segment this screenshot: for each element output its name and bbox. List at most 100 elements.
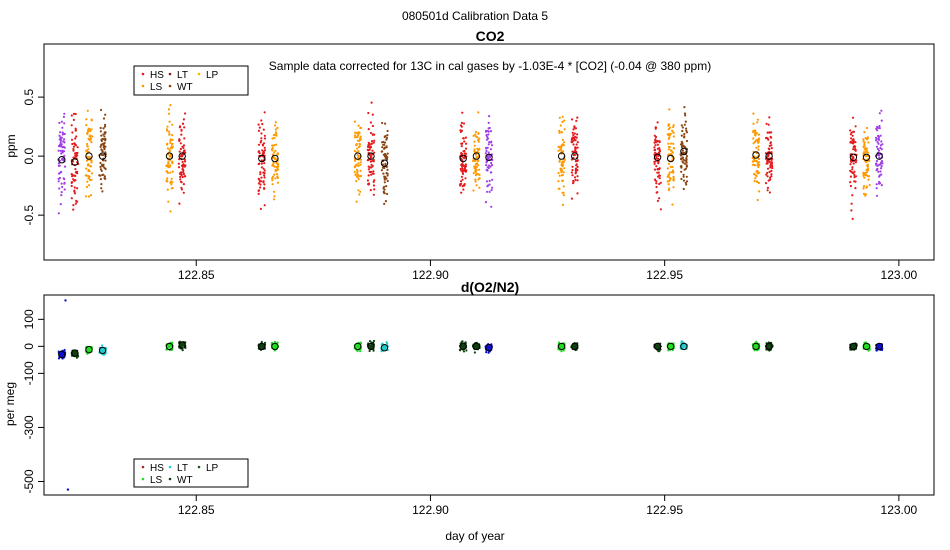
- legend-LT-marker: [168, 72, 172, 76]
- co2-sample-point: [367, 174, 370, 177]
- co2-sample-point: [489, 171, 492, 174]
- co2-sample-point: [671, 151, 674, 154]
- co2-sample-point: [168, 132, 171, 135]
- co2-sample-point: [89, 194, 93, 197]
- co2-sample-point: [670, 142, 673, 145]
- co2-sample-point: [875, 169, 878, 172]
- co2-sample-point: [381, 146, 384, 149]
- co2-sample-point: [356, 134, 360, 137]
- co2-sample-point: [472, 159, 475, 162]
- co2-sample-point: [671, 203, 674, 206]
- co2-sample-point: [658, 182, 661, 186]
- co2-sample-point: [769, 135, 772, 138]
- co2-sample-point: [868, 159, 871, 162]
- co2-sample-point: [560, 146, 563, 149]
- o2-group-mean-marker: [271, 342, 279, 351]
- co2-sample-point: [478, 186, 481, 189]
- legend-LP-marker: [197, 72, 201, 76]
- o2-group-mean-marker: [653, 342, 662, 351]
- co2-sample-point: [560, 131, 563, 134]
- co2-sample-point: [383, 181, 386, 184]
- co2-sample-point: [875, 194, 879, 197]
- co2-sample-point: [489, 130, 493, 133]
- o2-sample-point: [276, 341, 279, 344]
- co2-sample-point: [575, 119, 578, 122]
- co2-sample-point: [766, 186, 770, 189]
- co2-sample-point: [683, 135, 686, 138]
- co2-sample-point: [168, 155, 171, 158]
- co2-sample-point: [72, 112, 76, 115]
- co2-sample-point: [477, 164, 480, 167]
- co2-sample-point: [369, 145, 372, 148]
- co2-sample-point: [370, 166, 373, 169]
- co2-sample-point: [653, 178, 657, 181]
- co2-sample-point: [477, 159, 480, 163]
- co2-sample-point: [854, 125, 857, 128]
- co2-sample-point: [182, 163, 185, 166]
- co2-sample-point: [681, 149, 685, 152]
- co2-sample-point: [865, 171, 869, 174]
- co2-sample-point: [574, 160, 578, 163]
- co2-sample-point: [573, 132, 576, 135]
- co2-sample-point: [771, 166, 774, 170]
- co2-sample-point: [672, 125, 675, 129]
- co2-sample-point: [366, 159, 369, 162]
- co2-sample-point: [102, 144, 105, 147]
- co2-sample-point: [386, 192, 389, 196]
- co2-sample-point: [863, 176, 866, 179]
- co2-sample-point: [367, 128, 370, 131]
- o2-group-mean-marker: [71, 349, 79, 357]
- co2-sample-point: [87, 163, 90, 166]
- o2-group-mean-marker: [85, 345, 93, 354]
- co2-sample-point: [62, 150, 66, 153]
- o2-ytick-label: -500: [22, 469, 36, 493]
- co2-group-mean-marker: [571, 152, 579, 160]
- co2-sample-point: [685, 175, 688, 178]
- co2-sample-point: [182, 118, 185, 121]
- co2-sample-point: [672, 135, 675, 138]
- o2-sample-point: [372, 339, 376, 343]
- co2-sample-point: [473, 144, 476, 147]
- co2-sample-point: [472, 172, 475, 175]
- co2-sample-point: [86, 145, 89, 148]
- co2-sample-point: [561, 174, 564, 177]
- co2-sample-point: [681, 160, 684, 163]
- co2-sample-point: [880, 167, 883, 170]
- o2-sample-point: [356, 345, 359, 348]
- co2-group-mean-marker: [85, 152, 93, 160]
- legend-LS-marker: [141, 84, 145, 88]
- o2-ytick-label: -100: [22, 361, 36, 385]
- co2-sample-point: [257, 182, 260, 185]
- co2-sample-point: [460, 142, 463, 145]
- co2-sample-point: [382, 187, 385, 190]
- co2-sample-point: [260, 176, 263, 179]
- co2-sample-point: [866, 167, 870, 170]
- co2-sample-point: [756, 198, 759, 202]
- co2-sample-point: [671, 165, 674, 169]
- co2-sample-point: [70, 173, 73, 176]
- co2-sample-point: [258, 152, 261, 155]
- co2-sample-point: [100, 183, 103, 186]
- co2-sample-point: [854, 187, 857, 190]
- co2-sample-point: [572, 134, 575, 137]
- co2-sample-point: [669, 165, 673, 168]
- co2-sample-point: [770, 173, 773, 176]
- co2-sample-point: [101, 138, 104, 141]
- co2-sample-point: [73, 186, 76, 189]
- co2-sample-point: [263, 146, 266, 149]
- co2-sample-point: [101, 149, 104, 152]
- co2-sample-point: [849, 163, 852, 166]
- co2-sample-point: [770, 175, 773, 178]
- co2-sample-point: [561, 203, 565, 206]
- co2-subtitle: Sample data corrected for 13C in cal gas…: [269, 59, 711, 73]
- co2-sample-point: [386, 129, 389, 133]
- co2-sample-point: [488, 115, 491, 118]
- co2-sample-point: [166, 125, 169, 128]
- co2-sample-point: [484, 152, 487, 155]
- co2-sample-point: [460, 169, 463, 172]
- co2-group-mean-marker: [71, 158, 79, 166]
- o2-sample-point: [753, 346, 756, 349]
- co2-sample-point: [570, 197, 574, 200]
- co2-sample-point: [460, 121, 463, 124]
